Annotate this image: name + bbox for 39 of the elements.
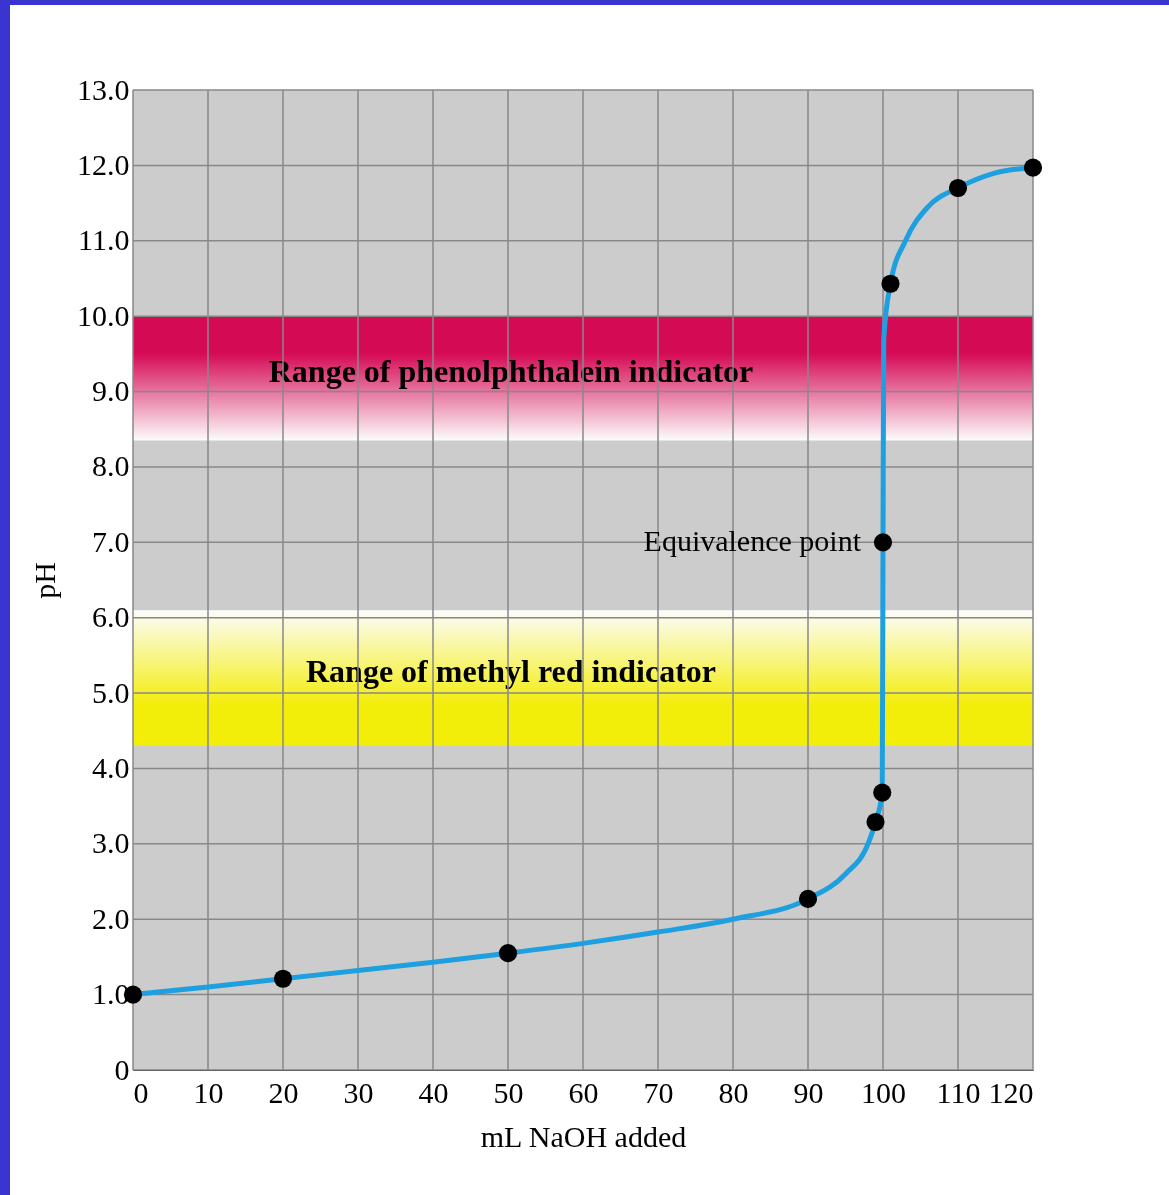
y-tick-label: 11.0 [78,223,130,257]
band-label: Range of methyl red indicator [305,652,717,689]
x-tick-label: 110 [936,1075,981,1109]
point [866,812,885,832]
y-tick-label: 0 [114,1052,130,1086]
x-tick-label: 50 [493,1075,524,1109]
x-tick-label: 80 [718,1075,749,1109]
x-tick-label: 60 [568,1075,599,1109]
x-tick-label: 10 [193,1075,224,1109]
x-tick-label: 100 [861,1075,906,1109]
y-tick-label: 2.0 [92,901,130,935]
point [798,889,818,908]
y-tick-label: 5.0 [92,675,130,709]
y-tick-label: 12.0 [77,147,130,181]
y-tick-label: 8.0 [92,449,130,483]
x-tick-label: 40 [418,1075,449,1109]
x-tick-label: 20 [268,1075,299,1109]
x-tick-label: 90 [793,1075,824,1109]
x-axis-title: mL NaOH added [480,1119,687,1153]
y-axis-title: pH [28,562,61,599]
y-tick-label: 10.0 [77,298,130,332]
y-tick-label: 3.0 [92,826,130,860]
x-tick-label: 120 [988,1075,1034,1109]
x-tick-label: 30 [343,1075,374,1109]
point [873,783,892,802]
point [948,178,968,198]
point [498,944,518,963]
y-tick-label: 13.0 [77,72,130,106]
point [881,274,900,293]
point [273,969,293,988]
y-tick-label: 9.0 [92,374,130,408]
y-tick-label: 7.0 [92,524,130,558]
x-tick-label: 70 [643,1075,674,1109]
band-label: Range of phenolphthalein indicator [268,353,754,390]
point [873,533,893,552]
point [1023,158,1043,177]
y-tick-label: 6.0 [92,600,130,634]
annotation: Equivalence point [643,524,862,558]
y-tick-label: 4.0 [92,750,130,784]
